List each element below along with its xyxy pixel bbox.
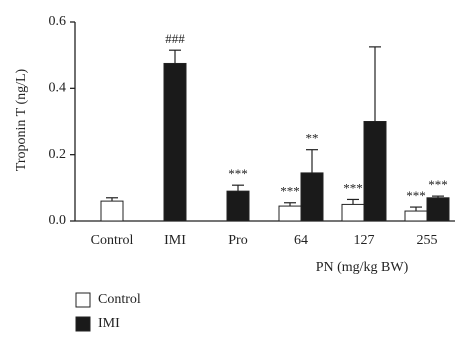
x-tick-label: 127 — [354, 233, 375, 248]
y-tick-label: 0.0 — [49, 213, 67, 228]
x-tick-label: Control — [91, 233, 134, 248]
x-tick-label: 64 — [294, 233, 308, 248]
x-group-label: PN (mg/kg BW) — [316, 260, 409, 275]
x-tick-label: Pro — [228, 233, 247, 248]
y-tick-label: 0.6 — [49, 14, 67, 29]
bar — [100, 200, 124, 222]
legend-swatch — [75, 292, 91, 308]
legend-label: Control — [98, 292, 141, 307]
legend-swatch — [75, 316, 91, 332]
legend-label: IMI — [98, 316, 120, 331]
x-tick-label: IMI — [164, 233, 186, 248]
bar — [163, 62, 187, 222]
y-tick-label: 0.4 — [49, 81, 67, 96]
bar — [426, 197, 450, 222]
x-tick-label: 255 — [417, 233, 438, 248]
bar — [363, 121, 387, 222]
significance-label: *** — [280, 184, 300, 199]
bar — [300, 172, 324, 222]
y-tick-label: 0.2 — [49, 147, 67, 162]
significance-label: ### — [165, 31, 185, 46]
significance-label: *** — [343, 180, 363, 195]
bar — [278, 205, 302, 222]
significance-label: *** — [228, 166, 248, 181]
significance-label: *** — [428, 177, 448, 192]
bar — [341, 203, 365, 222]
significance-label: ** — [306, 131, 319, 146]
significance-label: *** — [406, 188, 426, 203]
y-axis-label: Troponin T (ng/L) — [14, 68, 29, 171]
bar — [226, 190, 250, 222]
bar — [404, 210, 428, 222]
